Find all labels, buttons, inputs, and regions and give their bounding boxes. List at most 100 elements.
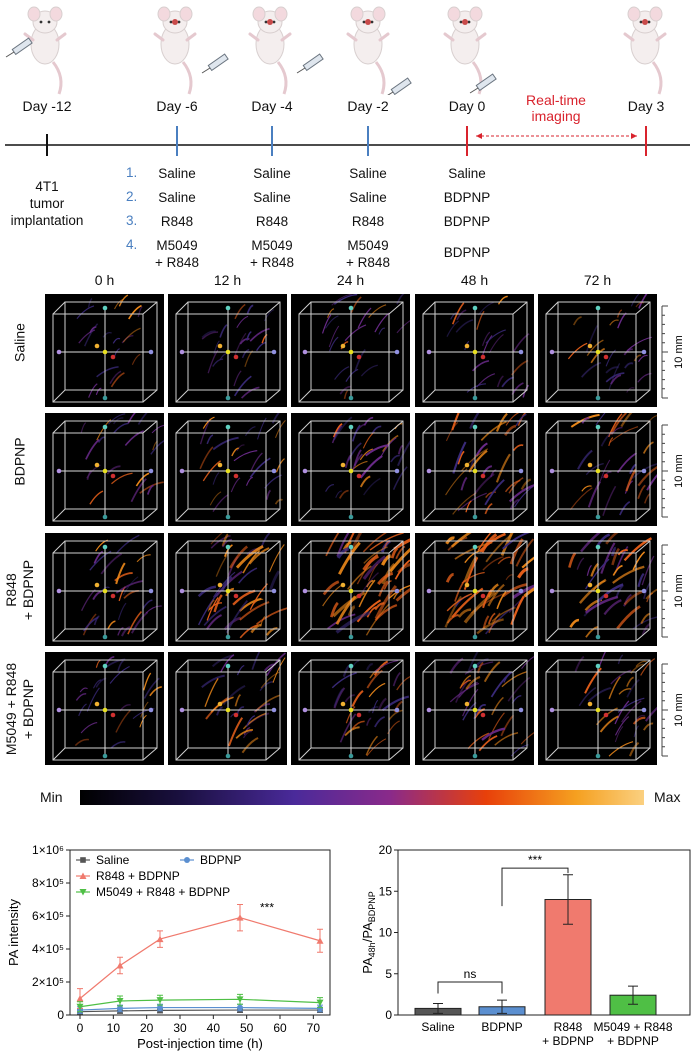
bar	[544, 874, 592, 1016]
data-point	[184, 857, 190, 863]
group-cell: Saline	[253, 190, 291, 205]
pa-image-tile	[291, 533, 410, 646]
significance-bracket	[437, 981, 503, 994]
y-tick-label: 8×10⁵	[32, 876, 64, 890]
series-path	[79, 1009, 320, 1013]
bar	[609, 985, 657, 1016]
data-point	[236, 996, 244, 1003]
y-tick-label: 10	[379, 926, 393, 940]
legend-entry: R848 + BDPNP	[76, 869, 180, 883]
x-tick-label: 0	[77, 1021, 84, 1035]
group-cell: M5049 + R848	[346, 238, 390, 270]
scale-bar: 10 mm	[661, 424, 685, 518]
treatment-row-header: M5049 + R848 + BDPNP	[3, 662, 36, 755]
data-point	[157, 1004, 163, 1011]
line-chart: 0 2×10⁵ 4×10⁵ 6×10⁵ 8×10⁵ 1×10⁶ 0 10 20 30 40 50 60 7…	[6, 843, 331, 1051]
category-label: Saline	[421, 1020, 455, 1034]
data-point	[116, 962, 124, 969]
pa-image-tile	[538, 294, 657, 407]
pa-image-tile	[45, 533, 164, 646]
pa-image-tile	[415, 533, 534, 646]
y-axis-label: PA intensity	[6, 899, 21, 966]
group-cell: BDPNP	[443, 214, 491, 229]
legend-entry: Saline	[76, 853, 130, 867]
y-tick-label: 0	[385, 1008, 392, 1022]
day-label: Day 3	[627, 98, 665, 114]
pa-image-tile	[45, 652, 164, 765]
pa-image-tile	[415, 294, 534, 407]
x-tick-label: 40	[207, 1021, 221, 1035]
data-point	[237, 1004, 243, 1011]
group-cell: Saline	[253, 166, 291, 181]
realtime-imaging-label: Real-time imaging	[526, 92, 586, 124]
treatment-row-header: BDPNP	[11, 436, 28, 486]
group-cell: BDPNP	[443, 245, 491, 260]
series-path	[79, 998, 321, 1008]
category-label: M5049 + R848 + BDPNP	[593, 1020, 672, 1048]
day-label: Day 0	[448, 98, 486, 114]
scale-bar-label: 10 mm	[673, 574, 685, 608]
significance-label: ***	[260, 900, 274, 914]
y-axis-label: PA48h/PABDPNP	[360, 891, 377, 973]
pa-image-tile	[168, 652, 287, 765]
group-cell: BDPNP	[443, 190, 491, 205]
group-cell: M5049 + R848	[250, 238, 294, 270]
error-bar	[628, 985, 638, 1005]
scale-bar: 10 mm	[661, 663, 685, 757]
data-point	[156, 997, 164, 1004]
pa-image-tile	[538, 413, 657, 526]
pa-image-tile	[291, 294, 410, 407]
plot-frame	[397, 849, 691, 1016]
bar	[414, 1002, 462, 1016]
data-point	[76, 1003, 84, 1011]
data-point	[116, 997, 124, 1005]
series-line	[76, 993, 324, 1013]
y-tick-label: 15	[379, 884, 393, 898]
day-label: Day -12	[22, 98, 72, 114]
y-tick-label: 2×10⁵	[32, 975, 64, 989]
timeline-axis	[5, 126, 690, 156]
pa-image-tile	[45, 413, 164, 526]
y-tick-label: 0	[57, 1008, 64, 1022]
time-column-header: 0 h	[94, 272, 115, 288]
x-tick-label: 20	[140, 1021, 154, 1035]
x-tick-label: 60	[273, 1021, 287, 1035]
group-cell: R848	[351, 214, 385, 229]
x-tick-label: 50	[240, 1021, 254, 1035]
group-number: 2.	[126, 189, 138, 204]
x-tick-label: 10	[107, 1021, 121, 1035]
error-bar	[563, 874, 573, 925]
group-cell: Saline	[158, 166, 196, 181]
error-bar	[433, 1002, 443, 1014]
bar-chart: 0 5 10 15 20 PA48h/PABDPNP Saline BDPNP R848 + BD…	[360, 843, 691, 1048]
data-point	[117, 1005, 123, 1012]
time-column-header: 72 h	[583, 272, 612, 288]
x-tick-label: 30	[173, 1021, 187, 1035]
error-bar	[497, 999, 507, 1014]
data-point	[79, 889, 87, 896]
data-point	[236, 914, 244, 921]
day-label: Day -6	[156, 98, 198, 114]
group-number: 1.	[126, 165, 138, 180]
data-point	[316, 999, 324, 1007]
treatment-row-header: R848 + BDPNP	[3, 559, 36, 620]
colorbar-max-label: Max	[654, 789, 681, 805]
colorbar-min-label: Min	[40, 789, 63, 805]
pa-image-tile	[415, 413, 534, 526]
treatment-row-header: Saline	[11, 322, 28, 362]
y-tick-label: 5	[385, 967, 392, 981]
scale-bar: 10 mm	[661, 544, 685, 638]
pa-image-tile	[291, 652, 410, 765]
group-cell: Saline	[158, 190, 196, 205]
series-line	[76, 903, 324, 1009]
bar	[478, 999, 526, 1016]
legend-label: BDPNP	[200, 853, 241, 867]
group-number: 3.	[126, 213, 138, 228]
plot-frame	[69, 849, 331, 1016]
significance-label: ns	[464, 967, 477, 981]
legend-label: Saline	[96, 853, 130, 867]
y-tick-label: 20	[379, 843, 393, 857]
mouse-illustrations	[5, 5, 667, 95]
group-cell: R848	[160, 214, 194, 229]
pa-image-tile	[168, 533, 287, 646]
